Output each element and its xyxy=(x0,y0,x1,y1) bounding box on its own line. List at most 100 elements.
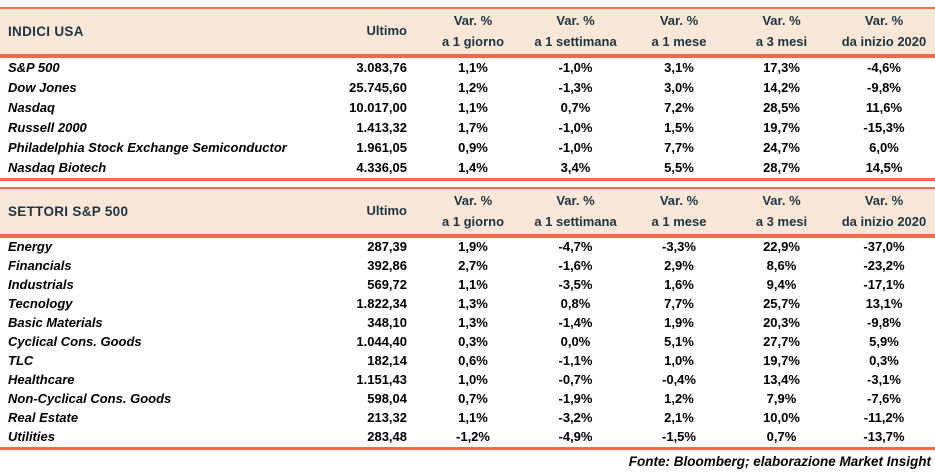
column-header-var-1-mese: Var. % a 1 mese xyxy=(651,193,707,229)
var-percent-value: -7,6% xyxy=(867,391,901,407)
indices-table-header: INDICI USA Ultimo Var. % a 1 giorno Var.… xyxy=(0,9,935,54)
var-percent-value: 5,1% xyxy=(664,334,694,350)
var-percent-value: 5,9% xyxy=(869,334,899,350)
table-row: Tecnology 1.822,34 1,3% 0,8% 7,7% 25,7% 13,1% xyxy=(0,295,935,314)
var-percent-value: 13,1% xyxy=(865,296,903,312)
ultimo-value: 569,72 xyxy=(367,277,407,293)
table-row: Utilities 283,48 -1,2% -4,9% -1,5% 0,7% -13,7% xyxy=(0,428,935,447)
column-header-var-3-mesi: Var. % a 3 mesi xyxy=(755,13,808,49)
var-percent-value: -1,0% xyxy=(558,139,593,155)
var-percent-value: 7,9% xyxy=(766,391,797,407)
var-percent-value: -1,4% xyxy=(558,315,593,331)
var-percent-value: 1,1% xyxy=(458,59,488,75)
var-percent-value: -0,7% xyxy=(558,372,593,388)
var-percent-value: -1,3% xyxy=(558,79,593,95)
row-label: Energy xyxy=(8,239,53,255)
table-title-indici-usa: INDICI USA xyxy=(8,23,84,39)
var-percent-value: 14,5% xyxy=(865,159,903,175)
ultimo-value: 4.336,05 xyxy=(356,159,407,175)
column-header-var-inizio-2020: Var. % da inizio 2020 xyxy=(841,193,927,229)
table-row: Industrials 569,72 1,1% -3,5% 1,6% 9,4% -17,1% xyxy=(0,276,935,295)
row-label: Dow Jones xyxy=(8,79,77,95)
var-percent-value: 0,7% xyxy=(766,429,797,445)
var-percent-value: 1,7% xyxy=(458,119,488,135)
ultimo-value: 348,10 xyxy=(367,315,407,331)
var-percent-value: -17,1% xyxy=(863,277,905,293)
var-percent-value: 0,8% xyxy=(560,296,591,312)
row-label: Real Estate xyxy=(8,410,79,426)
var-percent-value: 28,5% xyxy=(763,99,800,115)
var-percent-value: 1,3% xyxy=(458,296,488,312)
var-percent-value: 1,1% xyxy=(458,277,488,293)
source-note: Fonte: Bloomberg; elaborazione Market In… xyxy=(628,454,931,469)
column-header-var-3-mesi: Var. % a 3 mesi xyxy=(755,193,808,229)
var-percent-value: -0,4% xyxy=(662,372,696,388)
var-percent-value: -37,0% xyxy=(863,239,905,255)
var-percent-value: 20,3% xyxy=(763,315,800,331)
row-label: Nasdaq Biotech xyxy=(8,159,107,175)
sectors-table-body: Energy 287,39 1,9% -4,7% -3,3% 22,9% -37,0% Fin… xyxy=(0,238,935,447)
var-percent-value: -9,8% xyxy=(867,79,901,95)
var-percent-value: 1,3% xyxy=(458,315,488,331)
var-percent-value: -3,5% xyxy=(558,277,593,293)
var-percent-value: -3,2% xyxy=(558,410,593,426)
var-percent-value: 7,7% xyxy=(664,139,694,155)
ultimo-value: 392,86 xyxy=(367,258,407,274)
table-row: Financials 392,86 2,7% -1,6% 2,9% 8,6% -23,2% xyxy=(0,257,935,276)
var-percent-value: 0,9% xyxy=(458,139,488,155)
var-percent-value: 0,3% xyxy=(458,334,488,350)
var-percent-value: 5,5% xyxy=(664,159,694,175)
var-percent-value: 1,0% xyxy=(458,372,488,388)
table-row: Basic Materials 348,10 1,3% -1,4% 1,9% 20,3% -… xyxy=(0,314,935,333)
column-header-ultimo: Ultimo xyxy=(366,23,407,39)
ultimo-value: 1.413,32 xyxy=(356,119,407,135)
var-percent-value: 0,3% xyxy=(869,353,899,369)
row-label: Financials xyxy=(8,258,72,274)
column-header-var-1-settimana: Var. % a 1 settimana xyxy=(534,193,617,229)
var-percent-value: 27,7% xyxy=(763,334,800,350)
row-label: Utilities xyxy=(8,429,55,445)
var-percent-value: 3,4% xyxy=(560,159,591,175)
column-header-var-1-settimana: Var. % a 1 settimana xyxy=(534,13,617,49)
var-percent-value: 0,6% xyxy=(458,353,488,369)
var-percent-value: -1,9% xyxy=(558,391,593,407)
var-percent-value: 19,7% xyxy=(763,353,800,369)
var-percent-value: 1,9% xyxy=(458,239,488,255)
ultimo-value: 287,39 xyxy=(367,239,407,255)
var-percent-value: 22,9% xyxy=(763,239,800,255)
var-percent-value: -23,2% xyxy=(863,258,905,274)
var-percent-value: 2,9% xyxy=(664,258,694,274)
var-percent-value: 0,0% xyxy=(560,334,591,350)
table-row: Russell 2000 1.413,32 1,7% -1,0% 1,5% 19,7% -1… xyxy=(0,118,935,138)
table-row: Energy 287,39 1,9% -4,7% -3,3% 22,9% -37,0% xyxy=(0,238,935,257)
var-percent-value: -1,0% xyxy=(558,59,593,75)
var-percent-value: 17,3% xyxy=(763,59,800,75)
row-label: TLC xyxy=(8,353,34,369)
var-percent-value: 1,9% xyxy=(664,315,694,331)
ultimo-value: 1.961,05 xyxy=(356,139,407,155)
row-label: Non-Cyclical Cons. Goods xyxy=(8,391,172,407)
table-row: Real Estate 213,32 1,1% -3,2% 2,1% 10,0% -11,2… xyxy=(0,409,935,428)
column-header-var-inizio-2020: Var. % da inizio 2020 xyxy=(841,13,927,49)
var-percent-value: -3,3% xyxy=(662,239,696,255)
row-label: Industrials xyxy=(8,277,74,293)
indices-table-body: S&P 500 3.083,76 1,1% -1,0% 3,1% 17,3% -4,6% Do… xyxy=(0,58,935,178)
var-percent-value: 7,2% xyxy=(664,99,694,115)
ultimo-value: 1.822,34 xyxy=(356,296,407,312)
column-header-var-1-giorno: Var. % a 1 giorno xyxy=(441,13,505,49)
var-percent-value: 10,0% xyxy=(763,410,800,426)
var-percent-value: 19,7% xyxy=(763,119,800,135)
row-label: Healthcare xyxy=(8,372,75,388)
table-row: TLC 182,14 0,6% -1,1% 1,0% 19,7% 0,3% xyxy=(0,352,935,371)
table-title-settori-sp500: SETTORI S&P 500 xyxy=(8,203,129,219)
table-row: Healthcare 1.151,43 1,0% -0,7% -0,4% 13,4% -3,… xyxy=(0,371,935,390)
double-rule xyxy=(0,234,935,238)
var-percent-value: -15,3% xyxy=(863,119,905,135)
var-percent-value: -4,9% xyxy=(558,429,593,445)
var-percent-value: 25,7% xyxy=(763,296,800,312)
column-header-ultimo: Ultimo xyxy=(366,203,407,219)
var-percent-value: -1,2% xyxy=(456,429,490,445)
row-label: S&P 500 xyxy=(8,59,60,75)
row-label: Nasdaq xyxy=(8,99,55,115)
